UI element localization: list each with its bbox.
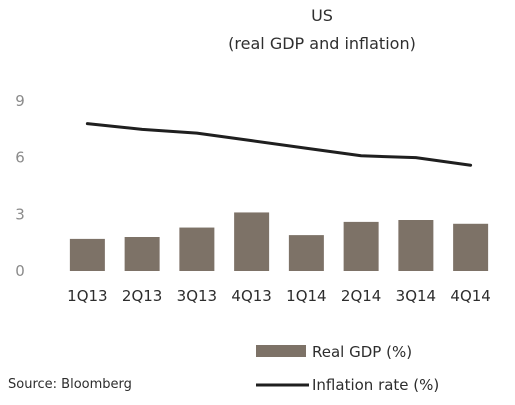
inflation-line [85, 122, 473, 167]
chart-subtitle: (real GDP and inflation) [228, 34, 416, 53]
source-note: Source: Bloomberg [8, 377, 132, 392]
inflation-point [141, 128, 143, 131]
legend-line-label: Inflation rate (%) [312, 376, 439, 394]
y-tick-label: 9 [15, 92, 25, 110]
x-axis-group: 1Q13 2Q13 3Q13 4Q13 1Q14 2Q14 3Q14 4Q14 [67, 287, 491, 305]
gdp-bar [398, 220, 434, 271]
x-tick-label: 1Q14 [286, 287, 326, 305]
bars-group [69, 212, 489, 271]
x-tick-label: 2Q14 [341, 287, 381, 305]
x-tick-label: 2Q13 [122, 287, 162, 305]
gdp-bar [69, 238, 105, 271]
x-tick-label: 3Q13 [177, 287, 217, 305]
title-group: US (real GDP and inflation) [228, 6, 416, 53]
gdp-bar [179, 227, 215, 271]
gdp-bar [288, 235, 324, 271]
inflation-point [469, 164, 472, 167]
y-tick-label: 3 [15, 205, 25, 223]
legend: Real GDP (%) Inflation rate (%) [256, 343, 439, 394]
inflation-point [86, 122, 89, 125]
gdp-bar [453, 223, 489, 271]
inflation-point [360, 154, 362, 157]
inflation-point [415, 156, 417, 159]
chart-title: US [311, 6, 333, 25]
inflation-point [250, 139, 253, 142]
y-axis-group: 0 3 6 9 [15, 92, 25, 280]
inflation-point [305, 147, 308, 150]
gdp-bar [343, 221, 379, 271]
inflation-point [196, 132, 198, 134]
x-tick-label: 4Q13 [231, 287, 271, 305]
line-group [85, 122, 473, 167]
gdp-bar [234, 212, 270, 271]
x-tick-label: 1Q13 [67, 287, 107, 305]
y-tick-label: 0 [15, 262, 25, 280]
legend-bar-swatch [256, 345, 306, 357]
legend-bar-label: Real GDP (%) [312, 343, 412, 361]
x-tick-label: 3Q14 [396, 287, 436, 305]
x-tick-label: 4Q14 [450, 287, 490, 305]
gdp-bar [124, 237, 160, 271]
y-tick-label: 6 [15, 149, 25, 167]
